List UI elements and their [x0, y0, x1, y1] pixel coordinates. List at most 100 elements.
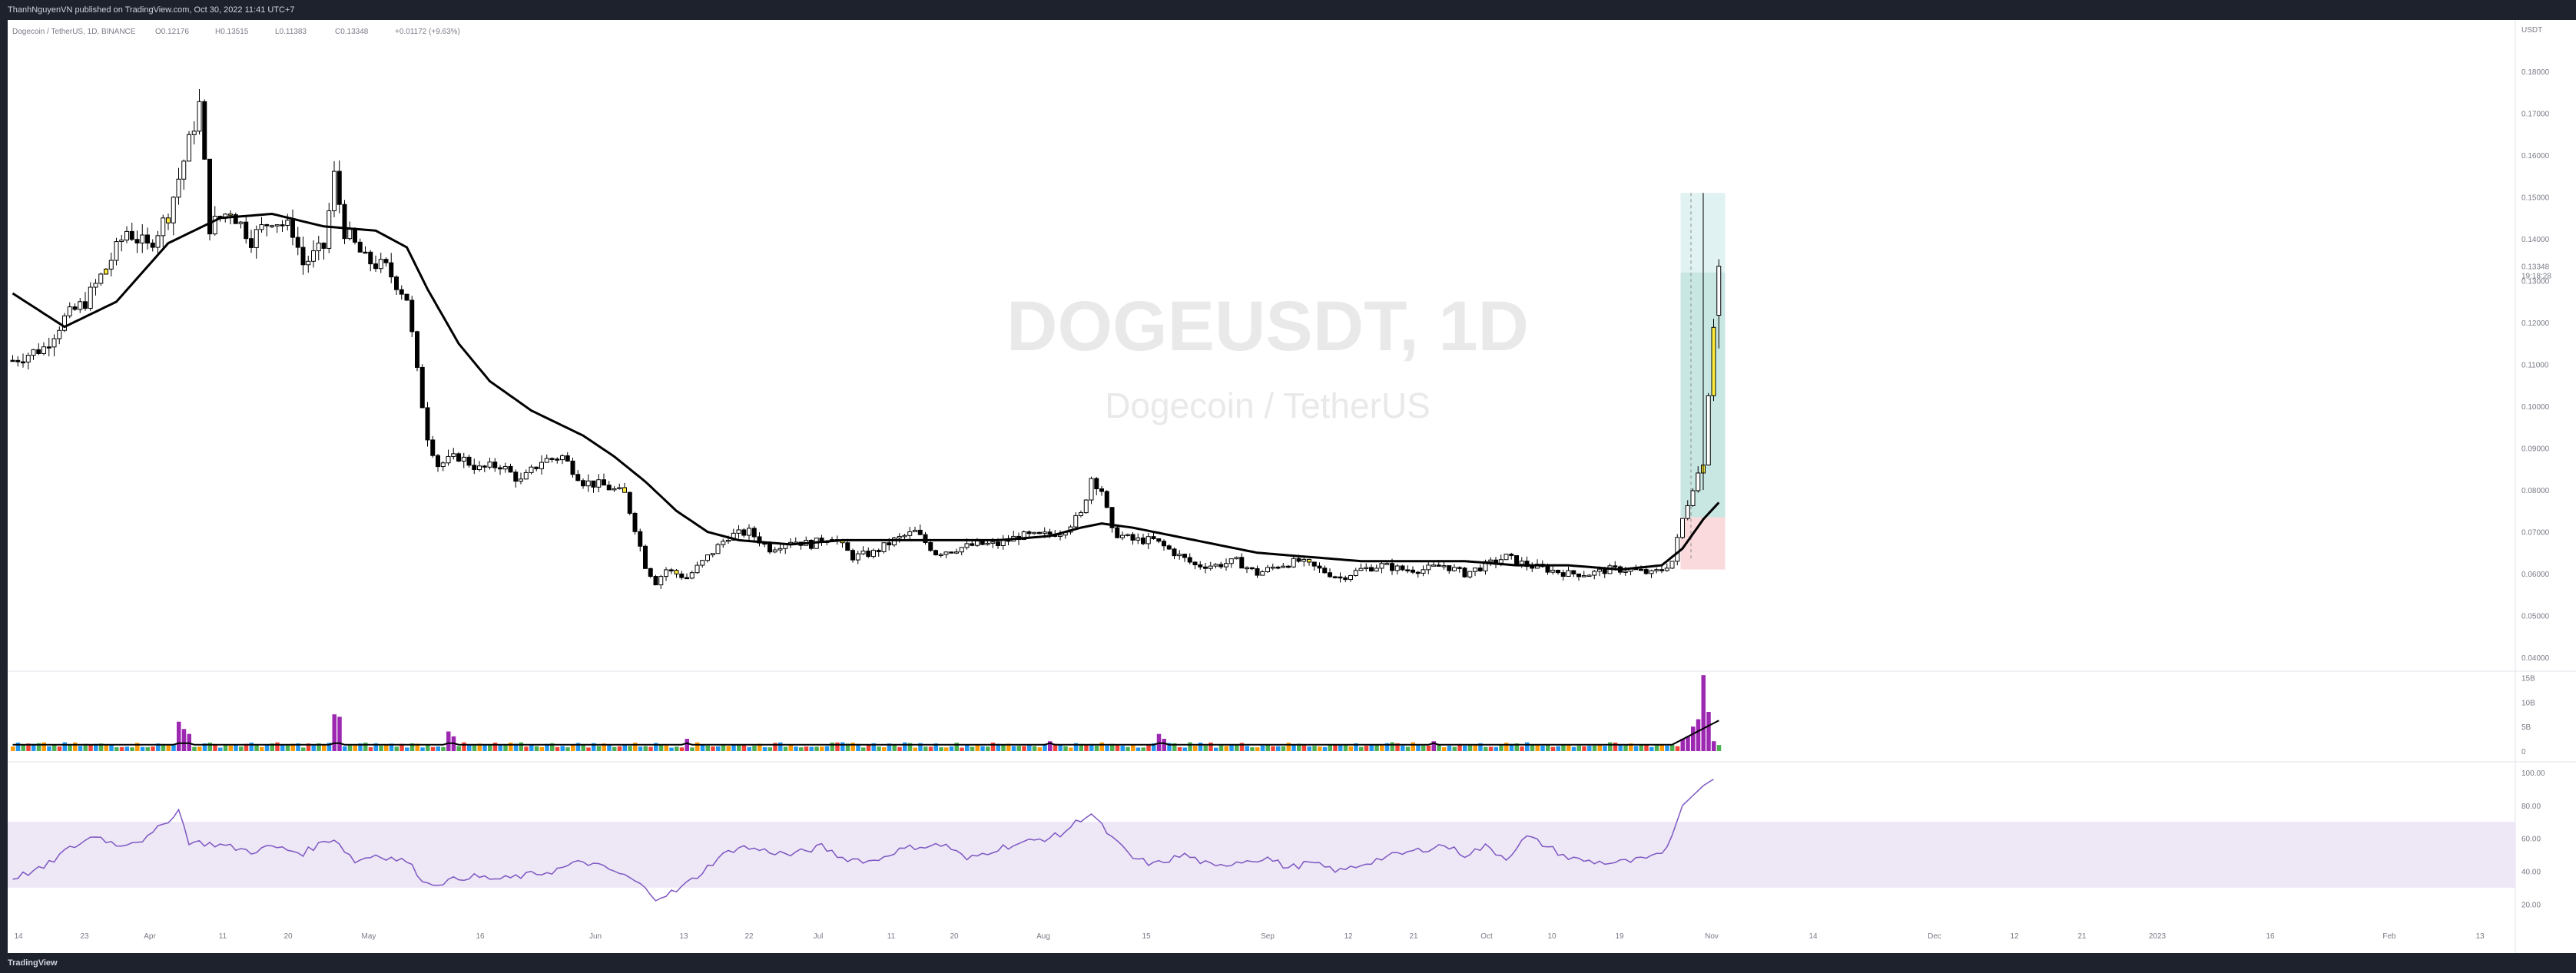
volume-bar — [923, 746, 928, 751]
candle-body — [1696, 472, 1701, 491]
candle-body — [721, 541, 726, 545]
candle-body — [1457, 567, 1462, 569]
candle-body — [1109, 507, 1115, 528]
volume-bar — [343, 746, 347, 751]
volume-bar — [1644, 745, 1649, 751]
candle-body — [1415, 571, 1421, 574]
candle-body — [555, 458, 560, 461]
candle-body — [78, 301, 83, 310]
volume-bar — [1540, 745, 1545, 751]
volume-bar — [1069, 747, 1073, 751]
candle-body — [124, 230, 129, 241]
volume-bar — [726, 746, 731, 751]
candle-body — [1156, 538, 1162, 542]
candle-body — [347, 229, 353, 240]
tradingview-logo: TradingView — [8, 958, 58, 968]
volume-bar — [1162, 739, 1166, 751]
candle-body — [928, 542, 933, 551]
price-tick-label: 0.17000 — [2521, 111, 2550, 119]
volume-bar — [218, 747, 223, 751]
rsi-tick-label: 100.00 — [2521, 769, 2545, 778]
candle-body — [41, 346, 46, 354]
candle-body — [1343, 577, 1348, 581]
candle-body — [949, 551, 954, 554]
candle-body — [772, 549, 777, 553]
candle-body — [1519, 561, 1524, 565]
rsi-pane[interactable] — [8, 778, 2515, 902]
volume-bar — [586, 747, 591, 751]
volume-bar — [41, 742, 46, 751]
price-tick-label: 0.12000 — [2521, 319, 2550, 328]
candle-body — [1141, 538, 1145, 544]
volume-bar — [317, 743, 321, 751]
time-tick-label: 21 — [1409, 932, 1418, 941]
chart-svg[interactable]: DOGEUSDT, 1D Dogecoin / TetherUS USDT 0.1… — [8, 20, 2576, 953]
candle-body — [31, 349, 36, 356]
candle-body — [274, 224, 280, 227]
volume-bar — [1421, 745, 1426, 751]
candle-body — [1545, 566, 1550, 573]
watermark-ticker: DOGEUSDT, 1D — [1006, 287, 1529, 366]
candle-body — [674, 570, 679, 574]
volume-bar — [1369, 745, 1374, 751]
chart-area[interactable]: DOGEUSDT, 1D Dogecoin / TetherUS USDT 0.1… — [8, 20, 2576, 953]
volume-bar — [124, 746, 129, 751]
candle-body — [1032, 531, 1037, 534]
candle-body — [327, 210, 332, 249]
candle-body — [67, 306, 72, 316]
volume-bar — [1431, 741, 1436, 751]
candle-body — [777, 548, 783, 551]
volume-bar — [903, 742, 907, 751]
candle-body — [1073, 515, 1079, 528]
candle-body — [1358, 568, 1364, 571]
volume-bar — [462, 742, 466, 751]
volume-ma-line — [12, 720, 1719, 746]
footer-bar: TradingView — [0, 953, 2576, 973]
symbol-legend[interactable]: Dogecoin / TetherUS, 1D, BINANCE O0.1217… — [12, 28, 460, 36]
volume-bar — [1670, 744, 1675, 751]
candle-body — [254, 229, 259, 248]
volume-bar — [306, 743, 311, 751]
candle-body — [1099, 488, 1104, 492]
volume-bar — [1354, 743, 1358, 751]
candle-body — [378, 259, 383, 270]
volume-bar — [492, 743, 498, 751]
candle-body — [1597, 568, 1602, 572]
volume-bar — [1239, 743, 1245, 751]
candle-body — [627, 491, 632, 514]
candle-body — [1162, 541, 1166, 547]
candle-body — [1498, 559, 1503, 564]
volume-bar — [1006, 743, 1011, 751]
candle-body — [191, 131, 197, 135]
volume-bar — [1405, 746, 1411, 751]
time-tick-label: 12 — [2010, 932, 2019, 941]
last-price-label: 0.13348 — [2521, 263, 2550, 272]
price-tick-label: 0.09000 — [2521, 445, 2550, 454]
candle-body — [1322, 568, 1328, 574]
candle-body — [98, 273, 104, 284]
candle-body — [51, 338, 57, 348]
volume-bar — [571, 744, 575, 751]
volume-bar — [1499, 745, 1503, 751]
candle-body — [913, 529, 917, 532]
candle-body — [1079, 512, 1083, 516]
candle-body — [1369, 567, 1374, 572]
volume-bar — [1271, 746, 1275, 751]
volume-bar — [861, 747, 866, 751]
candle-body — [129, 230, 134, 240]
volume-bar — [1281, 746, 1286, 751]
volume-pane[interactable] — [11, 675, 1722, 751]
time-tick-label: 14 — [1809, 932, 1818, 941]
volume-bar — [26, 743, 31, 751]
candle-body — [658, 576, 664, 586]
volume-bar — [628, 746, 632, 751]
volume-bar — [1530, 744, 1535, 751]
volume-bar — [695, 742, 700, 751]
candle-body — [1400, 565, 1405, 571]
volume-bar — [1390, 742, 1394, 751]
volume-bar — [1027, 745, 1032, 751]
candles[interactable] — [10, 89, 1722, 589]
volume-bar — [592, 743, 596, 751]
volume-bar — [871, 743, 876, 751]
candle-body — [383, 259, 389, 263]
